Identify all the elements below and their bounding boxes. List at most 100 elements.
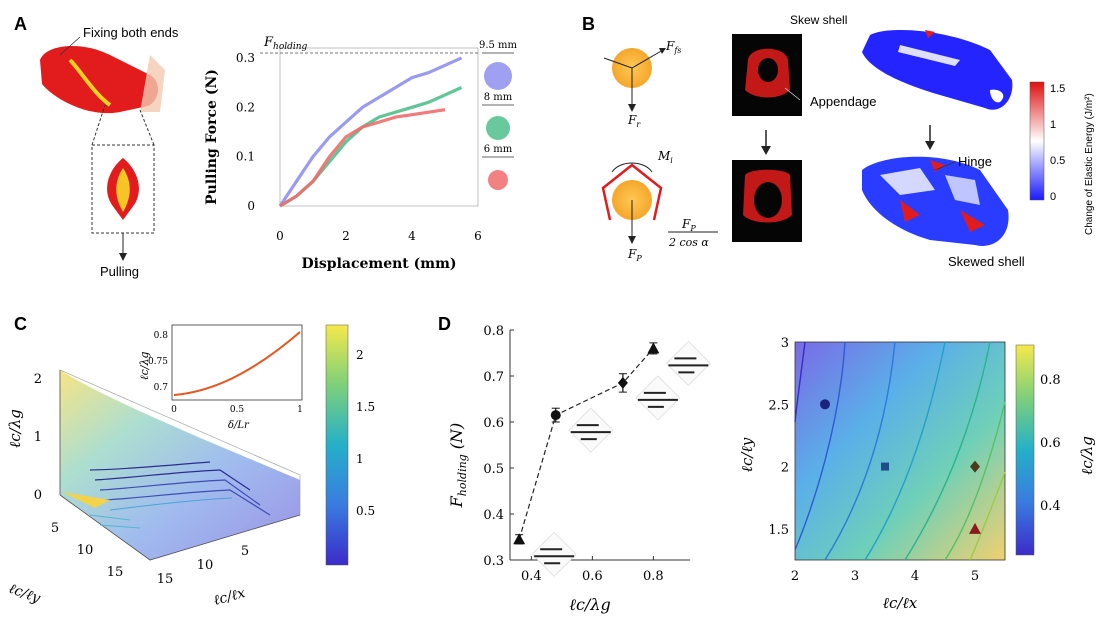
contour-line	[969, 471, 1006, 561]
contour-map: 2 3 4 5 1.5 2 2.5 3 ℓc/ℓx ℓc/ℓy	[738, 336, 1006, 612]
holding-y-tick: 0.6	[483, 416, 504, 431]
contour-y-tick: 3	[781, 336, 789, 351]
surface-colorbar-tick: 2	[356, 348, 364, 362]
pulling-y-tick: 0.1	[236, 150, 255, 164]
surface-y-label: ℓc/ℓy	[7, 581, 44, 607]
holding-point	[617, 376, 628, 389]
legend-dot	[488, 170, 508, 190]
pulling-force-chart: 0 2 4 6 0 0.1 0.2 0.3 Displacement (mm) Pulling F…	[204, 35, 518, 272]
skew-shell-label: Skew shell	[790, 13, 847, 27]
energy-colorbar	[1029, 81, 1045, 201]
contour-line	[794, 341, 806, 423]
surface-z-tick: 2	[34, 372, 42, 387]
contour-line	[824, 341, 896, 561]
energy-colorbar-tick: 1	[1050, 119, 1056, 131]
surface-colorbar-tick: 1	[356, 452, 364, 466]
contour-y-label: ℓc/ℓy	[738, 437, 756, 472]
inset-ticks: 0.8 0.75 0.7 0 0.5 1	[148, 331, 303, 415]
energy-shell-bottom	[862, 156, 1009, 246]
force-diagram-bottom: Mi FP FP 2 cos α	[601, 149, 718, 263]
contour-colorbar-label: ℓc/λg	[1078, 436, 1096, 475]
surface-3d	[59, 369, 301, 561]
photo-skew-shell	[732, 34, 802, 116]
legend-label: 6 mm	[484, 144, 513, 155]
holding-trend-line	[518, 348, 654, 540]
force-fs-label: Ffs	[665, 39, 681, 55]
panel-a: A Fixing both ends Pulling 0 2 4 6 0 0.1 0.2 0.…	[14, 14, 518, 279]
surface-y-tick: 10	[77, 543, 94, 558]
schematic-diamond	[531, 531, 577, 577]
inset-ylabel: ℓc/λg	[138, 352, 151, 380]
panel-letter-d: D	[438, 314, 451, 334]
holding-x-tick: 0.8	[643, 569, 664, 584]
pulling-arrow-head	[119, 253, 127, 261]
arrow-photo-head	[761, 146, 771, 155]
legend-label: 9.5 mm	[479, 40, 518, 51]
holding-x-label: ℓc/λg	[569, 595, 610, 614]
inset-frame	[171, 324, 303, 401]
pulling-plot-frame	[279, 47, 479, 207]
contour-x-tick: 3	[851, 569, 859, 584]
hinge-label: Hinge	[958, 154, 992, 169]
panel-letter-b: B	[582, 14, 595, 34]
surface-z-tick: 1	[34, 430, 42, 445]
fraction-denominator: 2 cos α	[668, 236, 709, 249]
holding-point	[550, 410, 561, 421]
holding-x-tick: 0.4	[521, 569, 542, 584]
contour-colorbar-tick: 0.8	[1040, 373, 1061, 388]
inset-y-tick: 0.8	[154, 331, 169, 341]
holding-y-tick: 0.8	[483, 324, 504, 339]
pulling-x-tick: 4	[408, 229, 416, 243]
contour-point	[970, 460, 980, 473]
contour-colorbar-tick: 0.6	[1040, 436, 1061, 451]
surface-x-tick: 10	[197, 558, 214, 573]
pulling-x-tick: 0	[276, 229, 284, 243]
pulling-series-line	[279, 108, 446, 208]
legend-label: 8 mm	[484, 92, 513, 103]
contour-line	[944, 401, 1006, 561]
contour-point	[969, 522, 981, 534]
contour-point	[820, 399, 830, 410]
photo-skewed	[732, 160, 802, 242]
contour-y-tick: 2	[781, 461, 789, 476]
moment-label: Mi	[657, 149, 673, 165]
force-diagram-top: Ffs Fr	[603, 39, 681, 129]
surface-colorbar-tick: 0.5	[356, 504, 375, 518]
arrow-shell-head	[925, 141, 935, 150]
surface-x-label: ℓc/ℓx	[212, 585, 247, 609]
contour-x-tick: 5	[971, 569, 979, 584]
surface-z-label: ℓc/λg	[6, 409, 24, 448]
contour-x-tick: 2	[791, 569, 799, 584]
pulling-series-line	[278, 56, 463, 207]
energy-colorbar-tick: 1.5	[1050, 83, 1065, 95]
holding-x-tick: 0.6	[582, 569, 603, 584]
contour-colorbar-tick: 0.4	[1040, 499, 1061, 514]
energy-shell-top	[862, 30, 1013, 110]
legend-dot	[486, 116, 510, 140]
holding-y-tick: 0.3	[483, 554, 504, 569]
pulling-x-tick: 6	[474, 229, 482, 243]
energy-colorbar-tick: 0.5	[1050, 155, 1065, 167]
panel-letter-c: C	[14, 314, 27, 334]
pulling-x-label: Displacement (mm)	[301, 256, 456, 272]
pulling-y-tick: 0.2	[236, 100, 255, 114]
skewed-shell-label: Skewed shell	[948, 254, 1025, 269]
holding-force-chart: 0.4 0.6 0.8 0.3 0.4 0.5 0.6 0.7 0.8 ℓc/λg Fholding…	[447, 324, 711, 614]
appendage-label: Appendage	[810, 94, 877, 109]
panel-b: B Ffs Fr Mi FP FP 2 cos α	[582, 13, 1095, 269]
zoom-line-left	[91, 104, 106, 146]
surface-colorbar-tick: 1.5	[356, 400, 375, 414]
pulling-y-label: Pulling Force (N)	[204, 69, 220, 205]
contour-x-label: ℓc/ℓx	[883, 594, 918, 612]
panel-d: D 0.4 0.6 0.8 0.3 0.4 0.5 0.6 0.7 0.8 ℓc/λg Fholdi…	[438, 314, 1096, 614]
hinge-pointer	[934, 161, 956, 171]
inset-xlabel: δ/Lr	[228, 420, 250, 431]
contour-colorbar	[1015, 344, 1035, 556]
inset-y-tick: 0.7	[154, 383, 169, 393]
inset-y-tick: 0.75	[148, 357, 168, 367]
force-fr-label: Fr	[627, 113, 641, 129]
force-fp-label: FP	[627, 247, 642, 263]
